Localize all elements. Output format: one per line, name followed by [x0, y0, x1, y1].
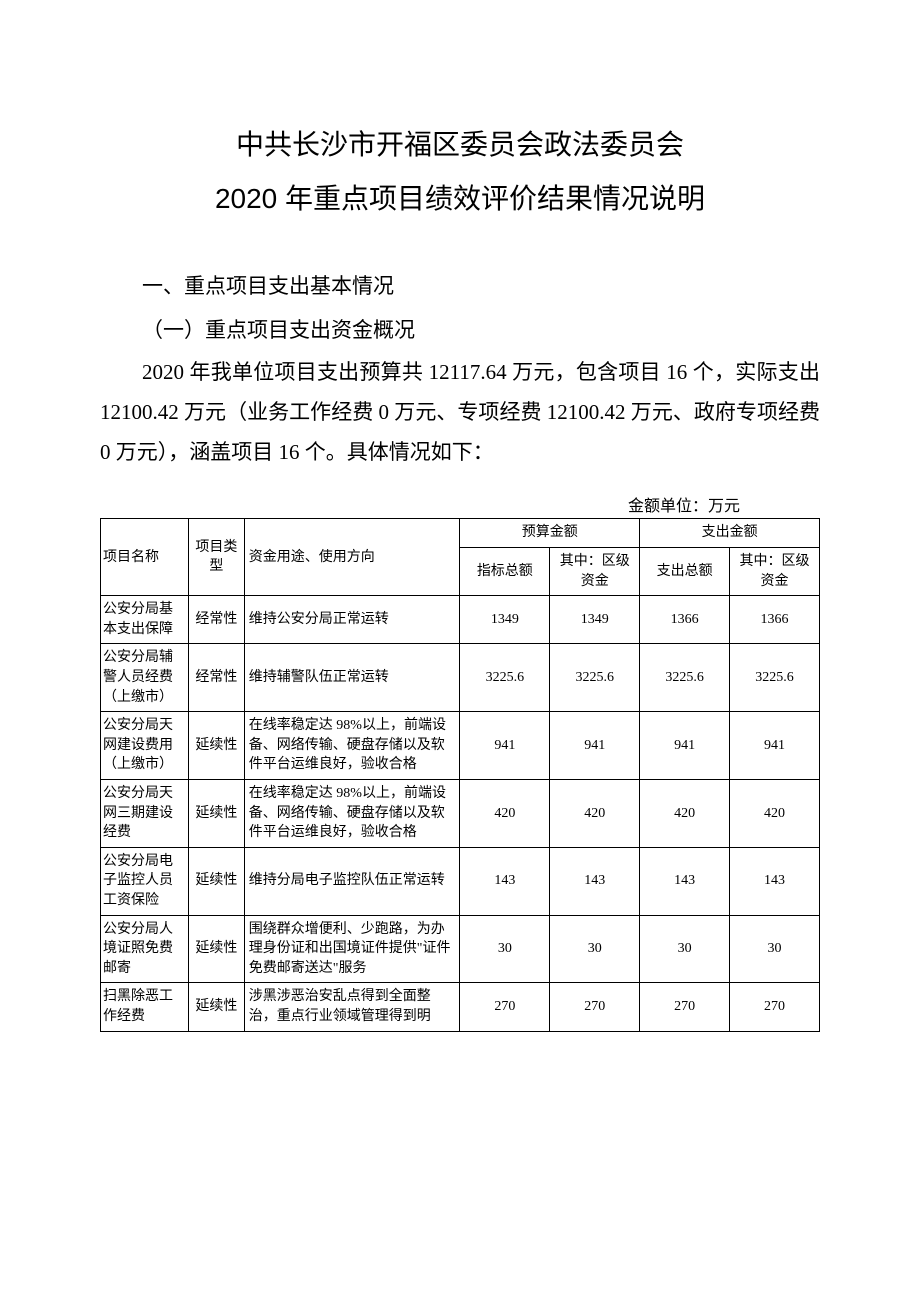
budget-table: 项目名称 项目类型 资金用途、使用方向 预算金额 支出金额 指标总额 其中：区级…	[100, 518, 820, 1031]
cell-type: 经常性	[188, 596, 244, 644]
cell-desc: 维持分局电子监控队伍正常运转	[244, 847, 460, 915]
cell-type: 延续性	[188, 915, 244, 983]
document-title-line1: 中共长沙市开福区委员会政法委员会	[100, 120, 820, 170]
cell-name: 公安分局天网三期建设经费	[101, 779, 189, 847]
cell-budget_district: 941	[550, 712, 640, 780]
cell-budget_district: 270	[550, 983, 640, 1031]
cell-spend_total: 143	[640, 847, 730, 915]
cell-type: 延续性	[188, 712, 244, 780]
cell-type: 延续性	[188, 983, 244, 1031]
cell-type: 延续性	[188, 779, 244, 847]
cell-name: 公安分局辅警人员经费（上缴市）	[101, 644, 189, 712]
cell-spend_total: 270	[640, 983, 730, 1031]
th-type: 项目类型	[188, 519, 244, 596]
cell-budget_total: 1349	[460, 596, 550, 644]
sub-heading: （一）重点项目支出资金概况	[100, 309, 820, 351]
th-desc: 资金用途、使用方向	[244, 519, 460, 596]
cell-budget_district: 420	[550, 779, 640, 847]
cell-budget_total: 143	[460, 847, 550, 915]
unit-label: 金额单位：万元	[100, 492, 820, 516]
th-budget-group: 预算金额	[460, 519, 640, 548]
table-row: 公安分局基本支出保障经常性维持公安分局正常运转1349134913661366	[101, 596, 820, 644]
cell-budget_total: 30	[460, 915, 550, 983]
cell-budget_district: 1349	[550, 596, 640, 644]
cell-desc: 涉黑涉恶治安乱点得到全面整治，重点行业领域管理得到明	[244, 983, 460, 1031]
cell-desc: 维持辅警队伍正常运转	[244, 644, 460, 712]
th-budget-total: 指标总额	[460, 548, 550, 596]
cell-desc: 维持公安分局正常运转	[244, 596, 460, 644]
cell-budget_total: 941	[460, 712, 550, 780]
th-spend-district: 其中：区级资金	[730, 548, 820, 596]
cell-type: 经常性	[188, 644, 244, 712]
cell-spend_district: 3225.6	[730, 644, 820, 712]
cell-spend_district: 941	[730, 712, 820, 780]
document-title-line2: 2020 年重点项目绩效评价结果情况说明	[100, 174, 820, 224]
cell-spend_district: 143	[730, 847, 820, 915]
cell-budget_district: 30	[550, 915, 640, 983]
cell-budget_total: 3225.6	[460, 644, 550, 712]
table-body: 公安分局基本支出保障经常性维持公安分局正常运转1349134913661366公…	[101, 596, 820, 1031]
cell-spend_total: 30	[640, 915, 730, 983]
cell-budget_district: 3225.6	[550, 644, 640, 712]
cell-name: 公安分局天网建设费用（上缴市）	[101, 712, 189, 780]
cell-name: 公安分局电子监控人员工资保险	[101, 847, 189, 915]
table-row: 扫黑除恶工作经费延续性涉黑涉恶治安乱点得到全面整治，重点行业领域管理得到明270…	[101, 983, 820, 1031]
cell-desc: 在线率稳定达 98%以上，前端设备、网络传输、硬盘存储以及软件平台运维良好，验收…	[244, 779, 460, 847]
cell-type: 延续性	[188, 847, 244, 915]
th-spend-total: 支出总额	[640, 548, 730, 596]
cell-budget_total: 270	[460, 983, 550, 1031]
cell-spend_district: 1366	[730, 596, 820, 644]
th-spend-group: 支出金额	[640, 519, 820, 548]
table-row: 公安分局人境证照免费邮寄延续性围绕群众增便利、少跑路，为办理身份证和出国境证件提…	[101, 915, 820, 983]
cell-spend_district: 270	[730, 983, 820, 1031]
cell-spend_total: 1366	[640, 596, 730, 644]
cell-spend_total: 941	[640, 712, 730, 780]
cell-name: 公安分局基本支出保障	[101, 596, 189, 644]
cell-name: 扫黑除恶工作经费	[101, 983, 189, 1031]
table-row: 公安分局天网建设费用（上缴市）延续性在线率稳定达 98%以上，前端设备、网络传输…	[101, 712, 820, 780]
table-row: 公安分局天网三期建设经费延续性在线率稳定达 98%以上，前端设备、网络传输、硬盘…	[101, 779, 820, 847]
cell-desc: 在线率稳定达 98%以上，前端设备、网络传输、硬盘存储以及软件平台运维良好，验收…	[244, 712, 460, 780]
cell-spend_total: 420	[640, 779, 730, 847]
table-row: 公安分局电子监控人员工资保险延续性维持分局电子监控队伍正常运转143143143…	[101, 847, 820, 915]
main-paragraph: 2020 年我单位项目支出预算共 12117.64 万元，包含项目 16 个，实…	[100, 353, 820, 473]
th-name: 项目名称	[101, 519, 189, 596]
cell-budget_total: 420	[460, 779, 550, 847]
cell-desc: 围绕群众增便利、少跑路，为办理身份证和出国境证件提供"证件免费邮寄送达"服务	[244, 915, 460, 983]
cell-spend_total: 3225.6	[640, 644, 730, 712]
cell-name: 公安分局人境证照免费邮寄	[101, 915, 189, 983]
cell-spend_district: 420	[730, 779, 820, 847]
cell-spend_district: 30	[730, 915, 820, 983]
th-budget-district: 其中：区级资金	[550, 548, 640, 596]
cell-budget_district: 143	[550, 847, 640, 915]
table-row: 公安分局辅警人员经费（上缴市）经常性维持辅警队伍正常运转3225.63225.6…	[101, 644, 820, 712]
table-header: 项目名称 项目类型 资金用途、使用方向 预算金额 支出金额 指标总额 其中：区级…	[101, 519, 820, 596]
section-heading: 一、重点项目支出基本情况	[100, 265, 820, 307]
